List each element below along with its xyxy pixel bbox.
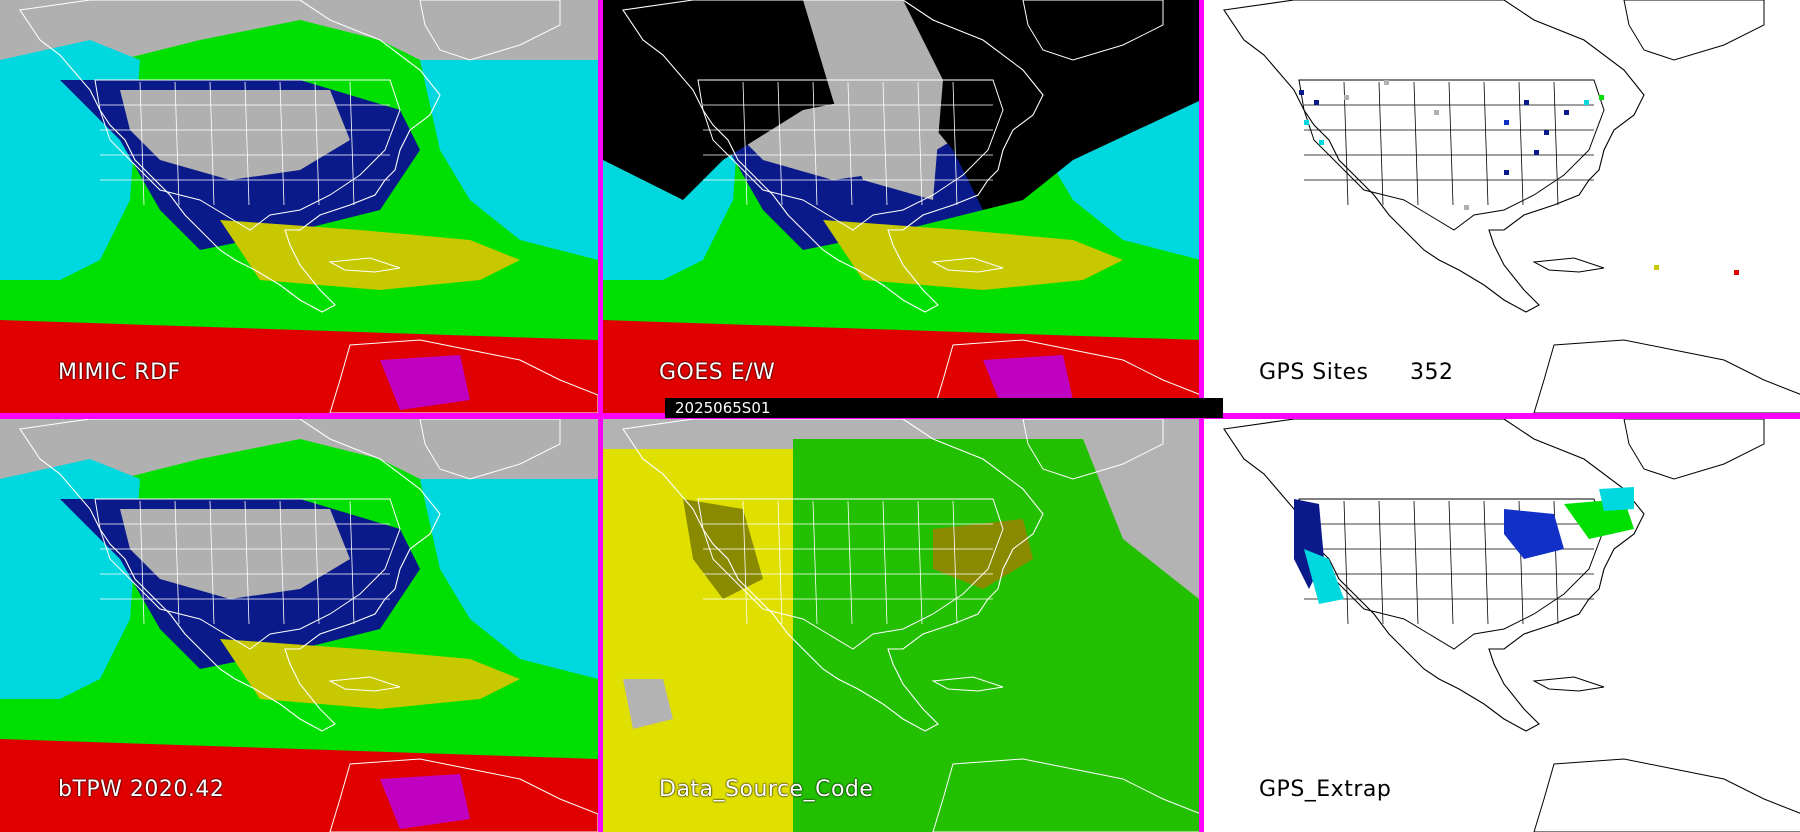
panel-label-btpw: bTPW 2020.42 bbox=[58, 777, 225, 802]
gps-site-marker bbox=[1599, 95, 1604, 100]
coastline-north-america bbox=[622, 419, 1044, 732]
coastline-greenland bbox=[419, 419, 561, 480]
panel-label-gps-extrap: GPS_Extrap bbox=[1259, 777, 1392, 802]
mimic-rdf-map bbox=[0, 0, 598, 413]
field-gray-swath bbox=[803, 0, 943, 200]
coastline-cuba bbox=[931, 676, 1004, 692]
timestamp-text: 2025065S01 bbox=[675, 399, 771, 417]
source-gray-patch bbox=[623, 679, 673, 729]
state-borders bbox=[1304, 500, 1594, 625]
panel-label-data-source-code: Data_Source_Code bbox=[659, 777, 874, 802]
gps-site-marker bbox=[1314, 100, 1319, 105]
coastline-south-america bbox=[329, 758, 598, 832]
panel-label-gps-sites: GPS Sites bbox=[1259, 360, 1369, 385]
gps-site-marker bbox=[1304, 120, 1309, 125]
panel-gps-extrap: GPS_Extrap bbox=[1204, 419, 1800, 832]
coastline-greenland bbox=[1022, 419, 1164, 480]
coastline-greenland bbox=[1623, 0, 1765, 61]
coastline-cuba bbox=[931, 257, 1004, 273]
extrap-blue-lakes bbox=[1504, 509, 1564, 559]
panel-label-mimic-rdf: MIMIC RDF bbox=[58, 360, 181, 385]
extrap-cyan-west bbox=[1304, 549, 1344, 604]
field-yellow-band bbox=[220, 639, 520, 709]
panel-data-source-code: Data_Source_Code bbox=[603, 419, 1199, 832]
us-border-outline bbox=[697, 498, 1004, 650]
coastline-south-america bbox=[329, 339, 598, 413]
coastline-north-america bbox=[1223, 419, 1645, 732]
state-borders bbox=[100, 500, 390, 625]
coastline-cuba bbox=[1532, 676, 1605, 692]
goes-ew-map bbox=[603, 0, 1199, 413]
state-borders bbox=[703, 81, 993, 206]
coastline-cuba bbox=[328, 676, 401, 692]
field-cyan-atlantic bbox=[420, 60, 598, 260]
gps-site-marker bbox=[1654, 265, 1659, 270]
gps-site-marker bbox=[1504, 170, 1509, 175]
panel-gps-sites: GPS Sites 352 bbox=[1204, 0, 1800, 413]
gps-site-marker bbox=[1534, 150, 1539, 155]
timestamp-bar: 2025065S01 bbox=[665, 398, 1223, 418]
field-magenta-core bbox=[380, 774, 470, 829]
gps-site-marker bbox=[1464, 205, 1469, 210]
coastline-north-america bbox=[1223, 0, 1645, 313]
data-source-code-map bbox=[603, 419, 1199, 832]
gps-site-marker bbox=[1564, 110, 1569, 115]
gps-site-marker bbox=[1544, 130, 1549, 135]
coastline-north-america bbox=[19, 419, 441, 732]
coastline-north-america bbox=[19, 0, 441, 313]
gps-site-marker bbox=[1504, 120, 1509, 125]
panel-mimic-rdf: MIMIC RDF bbox=[0, 0, 598, 413]
panel-btpw: bTPW 2020.42 bbox=[0, 419, 598, 832]
coastline-greenland bbox=[1623, 419, 1765, 480]
gps-site-marker bbox=[1384, 80, 1389, 85]
gps-site-marker bbox=[1344, 95, 1349, 100]
coastline-greenland bbox=[419, 0, 561, 61]
source-olive-east bbox=[933, 519, 1033, 589]
coastline-south-america bbox=[932, 339, 1199, 413]
field-magenta-core bbox=[380, 355, 470, 410]
extrap-cyan-northeast bbox=[1599, 487, 1634, 511]
field-cyan-atlantic bbox=[420, 479, 598, 679]
us-border-outline bbox=[94, 79, 401, 231]
coastline-north-america bbox=[622, 0, 1044, 313]
us-border-outline bbox=[94, 498, 401, 650]
coastline-greenland bbox=[1022, 0, 1164, 61]
gps-site-marker bbox=[1734, 270, 1739, 275]
state-borders bbox=[100, 81, 390, 206]
gps-site-marker bbox=[1434, 110, 1439, 115]
gps-site-marker bbox=[1524, 100, 1529, 105]
gps-extrap-map bbox=[1204, 419, 1800, 832]
gps-site-marker bbox=[1319, 140, 1324, 145]
coastline-south-america bbox=[932, 758, 1199, 832]
field-yellow-band bbox=[220, 220, 520, 290]
gps-sites-map bbox=[1204, 0, 1800, 413]
field-magenta-core bbox=[983, 355, 1073, 410]
coastline-south-america bbox=[1533, 758, 1800, 832]
background-white bbox=[1204, 419, 1800, 832]
background-white bbox=[1204, 0, 1800, 413]
us-border-outline bbox=[697, 79, 1004, 231]
gps-site-marker bbox=[1299, 90, 1304, 95]
btpw-map bbox=[0, 419, 598, 832]
coastline-cuba bbox=[328, 257, 401, 273]
panel-label-goes-ew: GOES E/W bbox=[659, 360, 776, 385]
field-dry-gray bbox=[0, 0, 598, 110]
field-dry-gray bbox=[0, 419, 598, 529]
us-border-outline bbox=[1298, 79, 1605, 231]
panel-goes-ew: GOES E/W bbox=[603, 0, 1199, 413]
coastline-south-america bbox=[1533, 339, 1800, 413]
field-yellow-band bbox=[823, 220, 1123, 290]
gps-site-marker bbox=[1584, 100, 1589, 105]
gps-sites-count: 352 bbox=[1410, 360, 1454, 385]
state-borders bbox=[703, 500, 993, 625]
coastline-cuba bbox=[1532, 257, 1605, 273]
source-green-east bbox=[793, 439, 1199, 832]
